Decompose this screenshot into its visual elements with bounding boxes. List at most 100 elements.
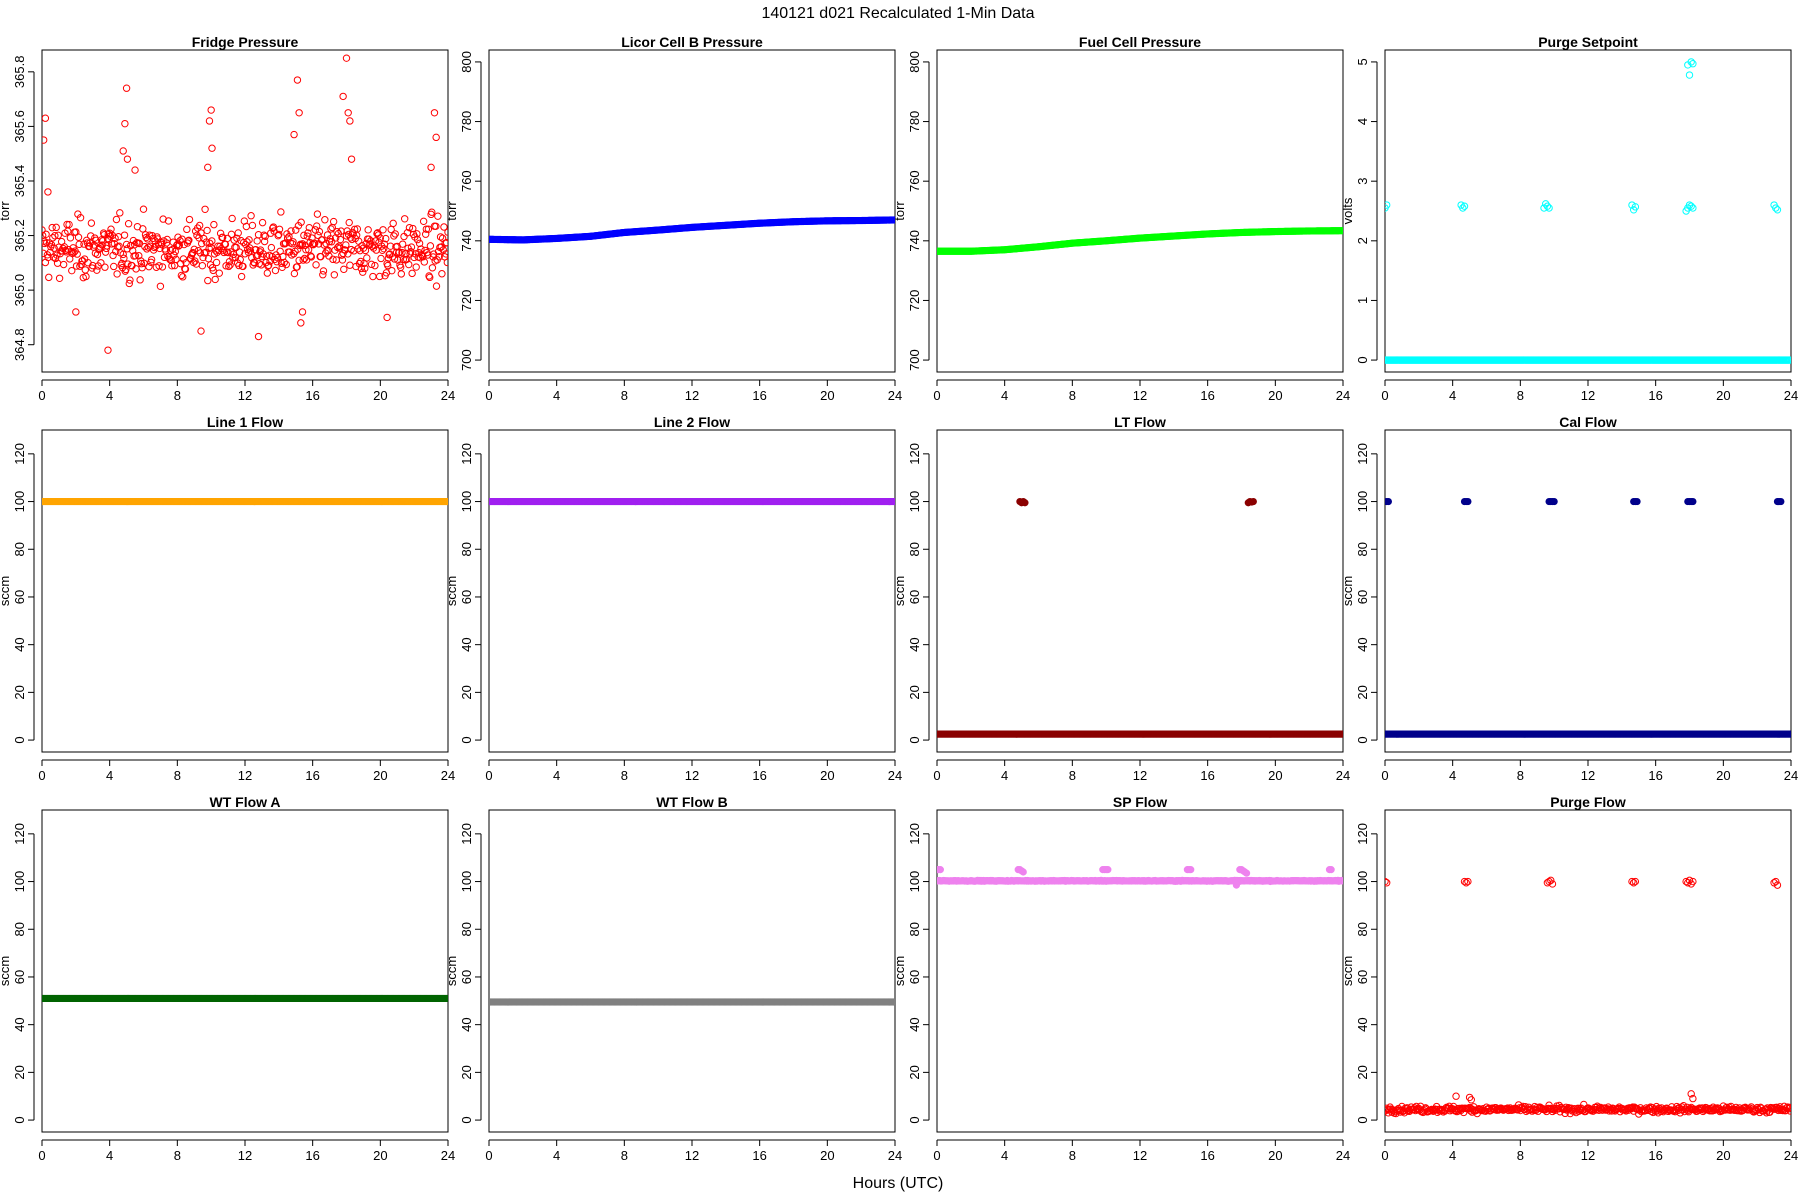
y-tick-label: 120 [907,443,922,465]
plot-frame [488,809,896,1133]
data-point [42,136,48,144]
data-point [349,230,357,238]
data-point [124,260,132,268]
x-tick-label: 12 [1581,768,1595,783]
data-point [42,114,50,122]
data-point [277,208,285,216]
data-point [54,231,62,240]
y-tick-label: 80 [12,542,27,556]
data-point [391,230,399,238]
data-point [361,264,369,273]
plot-frame [1384,49,1792,373]
x-tick-label: 8 [1069,388,1076,403]
y-axis-label: sccm [444,576,459,606]
x-tick-label: 16 [752,768,766,783]
y-axis-label: torr [892,201,907,221]
y-tick-label: 100 [907,491,922,513]
y-tick-label: 740 [907,230,922,252]
data-point [48,223,56,232]
data-point [190,245,198,254]
x-tick-label: 4 [106,768,113,783]
data-point [430,109,439,117]
data-point [93,266,101,274]
y-tick-label: 100 [459,491,474,513]
data-point [275,230,283,239]
y-tick-label: 0 [12,1116,27,1123]
data-point [197,327,205,335]
y-tick-label: 120 [12,443,27,465]
data-point [260,237,269,246]
data-point [51,232,59,240]
y-tick-label: 3 [1355,178,1370,185]
x-tick-label: 24 [1336,388,1350,403]
data-point [327,238,336,246]
data-point [318,236,326,244]
data-point [228,214,236,223]
data-point [194,246,203,255]
data-point [290,269,299,278]
data-point [444,228,448,236]
data-point [1460,202,1469,210]
data-point [1021,499,1029,507]
data-point [395,248,403,256]
data-point [389,219,397,228]
data-point [131,240,139,249]
data-point [119,147,127,155]
data-point [405,260,413,269]
data-point [112,247,120,256]
y-axis-label: sccm [0,956,12,986]
x-tick-label: 8 [1517,388,1524,403]
data-point [383,313,391,322]
data-point [367,260,376,269]
x-tick-label: 0 [38,768,45,783]
data-point [382,234,390,243]
data-point [247,212,255,220]
data-point [210,220,218,229]
data-point [73,250,81,258]
plot-frame [936,429,1344,753]
data-point [246,247,255,255]
x-tick-label: 20 [373,388,387,403]
data-point [407,243,416,251]
data-point [1631,203,1640,211]
data-point [263,269,272,277]
data-point [131,166,139,174]
data-point [261,232,269,240]
data-point [254,231,263,239]
x-tick-label: 24 [888,768,902,783]
y-tick-label: 1 [1355,297,1370,304]
data-point [197,239,206,248]
y-tick-label: 80 [1355,542,1370,556]
y-tick-label: 20 [459,1065,474,1079]
data-point [236,255,244,264]
data-point [179,273,187,281]
figure-x-axis-label: Hours (UTC) [853,1175,944,1192]
y-tick-label: 0 [1355,356,1370,363]
data-point [135,239,144,248]
data-point [184,237,192,245]
data-point [307,253,316,261]
data-point [1687,202,1695,210]
data-point [313,210,322,218]
data-point [443,994,448,1003]
y-axis-label: volts [1340,197,1355,224]
panel-title: WT Flow A [209,794,280,810]
data-point [218,233,227,242]
data-point [126,276,134,284]
data-point [342,54,351,62]
data-point [1689,204,1697,212]
data-point [254,332,263,341]
data-point [388,266,396,275]
data-point [253,237,261,245]
y-tick-label: 0 [12,736,27,743]
data-point [264,261,273,269]
data-point [59,260,68,269]
data-point [280,258,288,267]
data-point [287,227,295,235]
data-point [267,243,276,252]
data-point [329,255,337,264]
panel-title: Fridge Pressure [192,34,299,50]
